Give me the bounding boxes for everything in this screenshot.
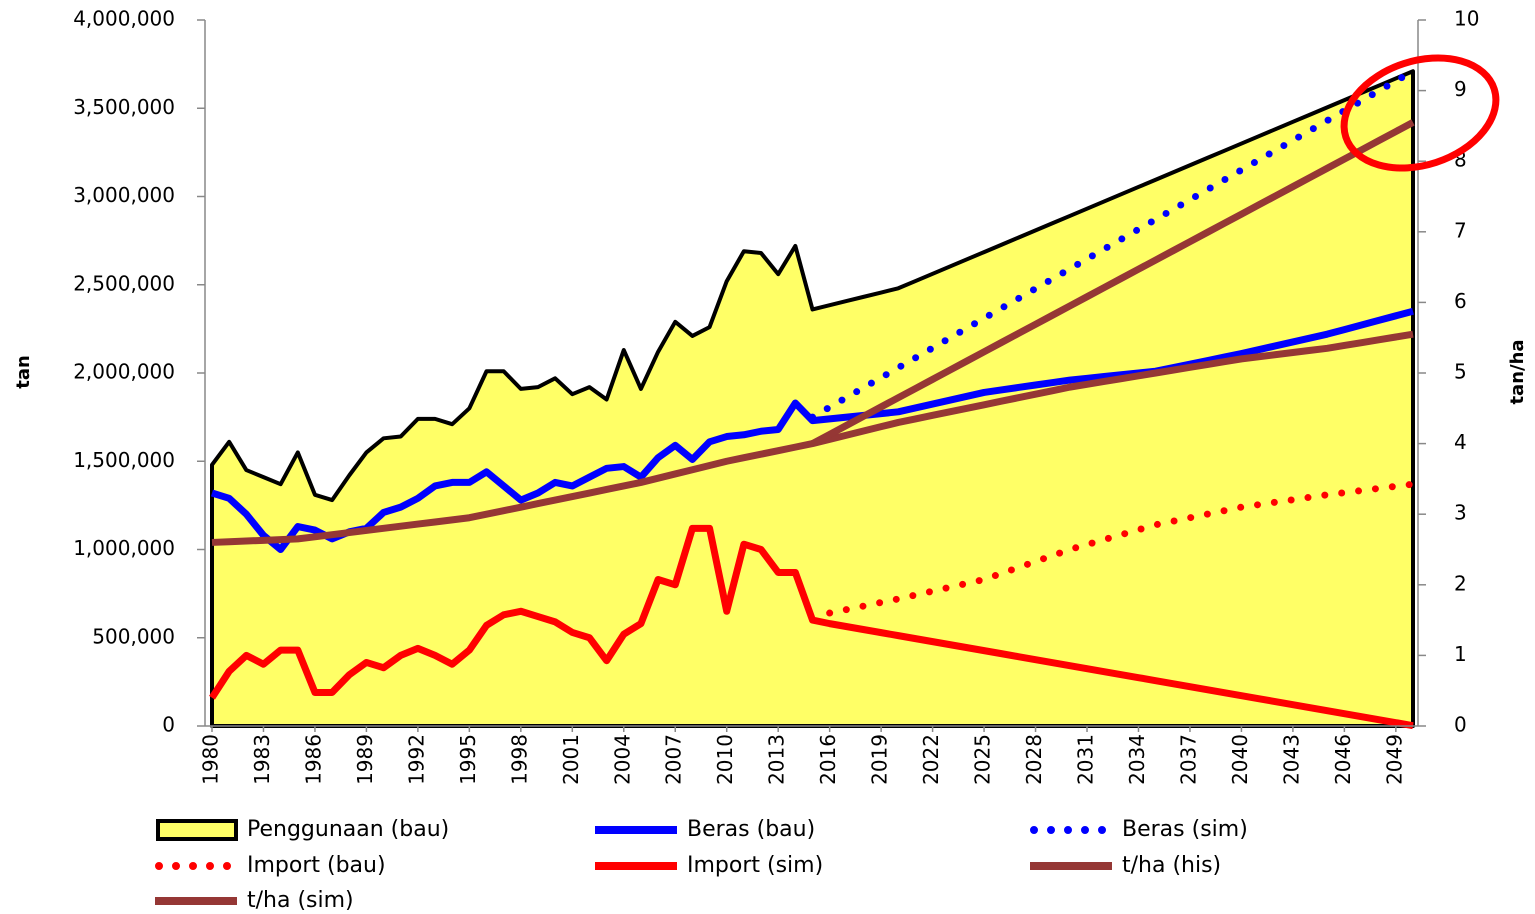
line (210, 307, 1414, 553)
area (210, 69, 1415, 728)
y2-axis-label: tan/ha (1507, 339, 1528, 404)
y-tick-label: 1,500,000 (73, 448, 175, 472)
x-tick-label: 2043 (1279, 734, 1303, 785)
y2-tick-label: 6 (1454, 289, 1467, 313)
legend-item: Beras (bau) (595, 817, 815, 842)
x-tick-label: 1998 (507, 734, 531, 785)
x-tick-label: 1980 (199, 734, 223, 785)
x-tick-label: 2031 (1074, 734, 1098, 785)
x-tick-label: 2010 (713, 734, 737, 785)
y-tick-label: 0 (162, 713, 175, 737)
x-tick-label: 2037 (1176, 734, 1200, 785)
line (809, 67, 1417, 421)
y2-tick-label: 2 (1454, 571, 1467, 595)
x-tick-label: 2034 (1125, 734, 1149, 785)
y-tick-label: 3,000,000 (73, 183, 175, 207)
plot-area: 0 500,000 1,000,000 1,500,000 2,000,000 2,500… (73, 7, 1479, 914)
x-tick-label: 1992 (404, 734, 428, 785)
x-tick-label: 2025 (971, 734, 995, 785)
legend-label: Beras (bau) (687, 817, 815, 842)
y-tick-label: 3,500,000 (73, 95, 175, 119)
x-tick-label: 2046 (1331, 734, 1355, 785)
y2-tick-label: 1 (1454, 642, 1467, 666)
x-tick-label: 2049 (1382, 734, 1406, 785)
y2-tick-label: 7 (1454, 218, 1467, 242)
legend-item: t/ha (sim) (155, 888, 354, 913)
legend-label: Import (sim) (687, 853, 823, 878)
legend-label: Import (bau) (247, 853, 386, 878)
legend-label: Beras (sim) (1122, 817, 1248, 842)
y-tick-label: 2,500,000 (73, 271, 175, 295)
line (810, 119, 1415, 447)
x-tick-label: 1986 (301, 734, 325, 785)
line (209, 524, 1414, 730)
x-tick-label: 2022 (919, 734, 943, 785)
x-tick-label: 2001 (559, 734, 583, 785)
x-tick-label: 1983 (250, 734, 274, 785)
line (826, 480, 1417, 617)
y-tick-label: 1,000,000 (73, 536, 175, 560)
x-tick-label: 2013 (765, 734, 789, 785)
x-tick-label: 2004 (610, 734, 634, 785)
y2-tick-label: 10 (1454, 7, 1479, 31)
x-tick-label: 2019 (868, 734, 892, 785)
y-tick-label: 500,000 (92, 624, 175, 648)
y2-tick-label: 4 (1454, 430, 1467, 454)
x-tick-label: 2007 (662, 734, 686, 785)
highlight-ellipse (1340, 54, 1500, 172)
legend-label: t/ha (sim) (247, 888, 354, 913)
y2-tick-label: 0 (1454, 713, 1467, 737)
legend-item: t/ha (his) (1030, 853, 1221, 878)
legend-label: t/ha (his) (1122, 853, 1221, 878)
legend-swatch (156, 819, 238, 841)
x-tick-label: 2040 (1228, 734, 1252, 785)
legend-item: Import (sim) (595, 853, 823, 878)
legend-label: Penggunaan (bau) (247, 817, 449, 842)
y-tick-label: 2,000,000 (73, 360, 175, 384)
x-tick-label: 2028 (1022, 734, 1046, 785)
y-tick-label: 4,000,000 (73, 7, 175, 31)
y2-tick-label: 3 (1454, 501, 1467, 525)
legend-item: Penggunaan (bau) (156, 817, 449, 842)
x-tick-label: 1989 (353, 734, 377, 785)
x-tick-label: 1995 (456, 734, 480, 785)
legend-item: Beras (sim) (1030, 817, 1248, 842)
legend-item: Import (bau) (155, 853, 386, 878)
y-axis-label: tan (13, 355, 34, 389)
x-tick-label: 2016 (816, 734, 840, 785)
y2-tick-label: 9 (1454, 77, 1467, 101)
y2-tick-label: 5 (1454, 360, 1467, 384)
